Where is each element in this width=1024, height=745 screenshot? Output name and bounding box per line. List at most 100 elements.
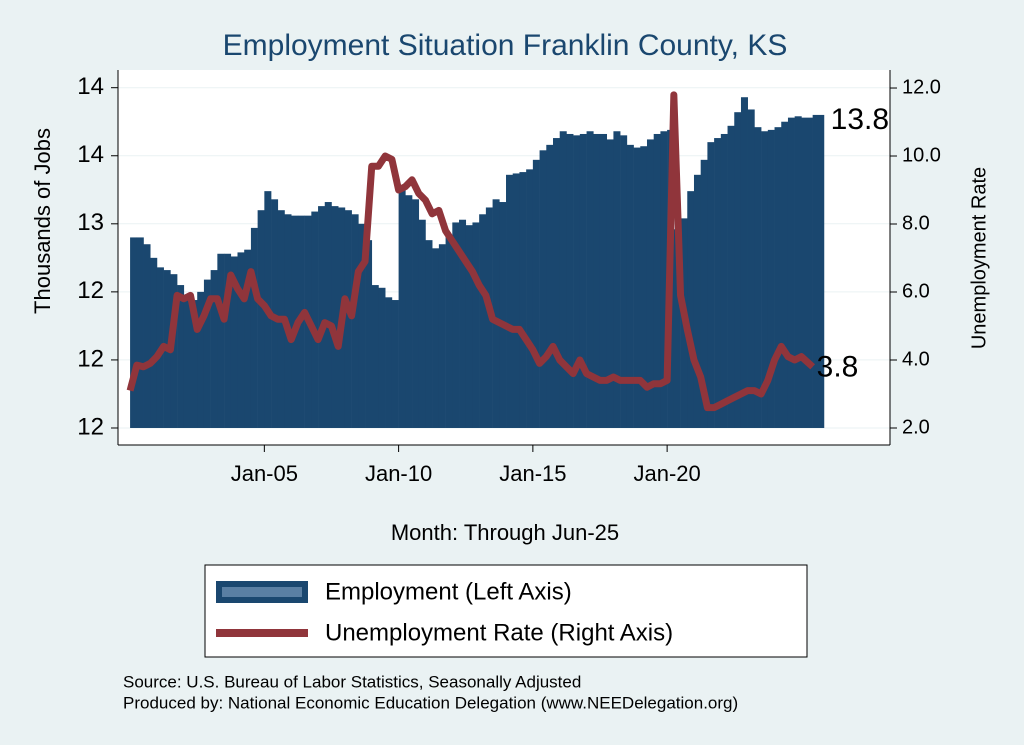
bar [331, 206, 339, 428]
y-axis-title: Thousands of Jobs [30, 128, 55, 314]
plot-content [118, 87, 890, 429]
bar [660, 131, 668, 428]
bar [566, 133, 574, 428]
bar [774, 127, 782, 428]
y-tick-label: 12 [77, 413, 104, 440]
bar [150, 257, 158, 428]
line [126, 91, 816, 412]
bar [546, 144, 554, 428]
bar [210, 270, 218, 428]
bar [693, 174, 701, 428]
y2-tick-label: 10.0 [902, 144, 941, 166]
bar [812, 114, 825, 428]
bar [707, 142, 715, 428]
producer-note: Produced by: National Economic Education… [123, 693, 738, 712]
y2-tick-label: 4.0 [902, 348, 930, 370]
bar [781, 121, 789, 428]
bar [237, 252, 245, 428]
bar [687, 191, 695, 428]
bar [559, 131, 567, 428]
end-label: 3.8 [817, 351, 859, 384]
bar [324, 202, 332, 428]
bar [425, 240, 433, 428]
legend: Employment (Left Axis) Unemployment Rate … [216, 578, 673, 646]
bar [606, 139, 614, 428]
bar [526, 169, 534, 428]
bar [177, 285, 185, 428]
bar [579, 133, 587, 428]
bar [318, 206, 326, 428]
y2-tick-label: 8.0 [902, 212, 930, 234]
y-tick-label: 12 [77, 277, 104, 304]
bar [459, 219, 467, 428]
x-tick-label: Jan-10 [365, 461, 432, 486]
bar [244, 249, 252, 428]
bar [761, 131, 769, 428]
bar [465, 225, 473, 428]
bar [519, 172, 527, 428]
bar [599, 133, 608, 428]
y2-tick-label: 6.0 [902, 280, 930, 302]
bar [801, 117, 813, 428]
bar [224, 253, 232, 428]
x-tick-label: Jan-20 [633, 461, 700, 486]
bar [633, 147, 641, 428]
bar [271, 199, 279, 428]
bar [747, 109, 755, 428]
legend-label: Employment (Left Axis) [325, 578, 572, 605]
y-tick-label: 14 [77, 141, 104, 168]
bar [405, 195, 413, 428]
bar [203, 279, 211, 428]
bar [620, 135, 628, 428]
bar [438, 244, 446, 428]
y-tick-label: 12 [77, 345, 104, 372]
source-note: Source: U.S. Bureau of Labor Statistics,… [123, 672, 581, 691]
y-tick-label: 13 [77, 209, 104, 236]
bar [371, 285, 379, 428]
bar [506, 174, 514, 428]
bar [230, 256, 238, 428]
bar [646, 139, 655, 428]
bar [734, 112, 742, 428]
bar [385, 297, 393, 428]
bar [472, 222, 480, 428]
bar [391, 300, 399, 428]
bar [613, 131, 621, 428]
bar [311, 211, 319, 428]
bar [257, 210, 265, 428]
bar [190, 300, 198, 428]
bar [740, 97, 748, 428]
bar [532, 159, 540, 428]
bar [754, 127, 762, 428]
bar [412, 199, 420, 428]
legend-box [204, 564, 808, 658]
bar [418, 219, 426, 428]
legend-swatch-inner [222, 587, 302, 597]
bar [365, 240, 373, 428]
bar [539, 150, 547, 428]
bar [130, 237, 138, 428]
bar [358, 223, 366, 428]
bar [714, 138, 722, 428]
bar [767, 129, 775, 428]
bar [626, 144, 634, 428]
chart-title: Employment Situation Franklin County, KS [223, 29, 788, 62]
bar [217, 253, 225, 428]
y2-axis-title: Unemployment Rate [968, 167, 990, 349]
bar [512, 173, 520, 428]
bar [398, 189, 406, 428]
y-tick-label: 14 [77, 73, 104, 100]
bar [170, 274, 178, 428]
bar [573, 135, 581, 428]
bar [432, 248, 440, 428]
bar [553, 138, 561, 428]
legend-label: Unemployment Rate (Right Axis) [325, 619, 673, 646]
x-tick-label: Jan-15 [499, 461, 566, 486]
bar [727, 125, 735, 428]
bar [640, 146, 648, 428]
bar [673, 229, 681, 428]
bar [492, 199, 500, 428]
bar [250, 227, 258, 428]
